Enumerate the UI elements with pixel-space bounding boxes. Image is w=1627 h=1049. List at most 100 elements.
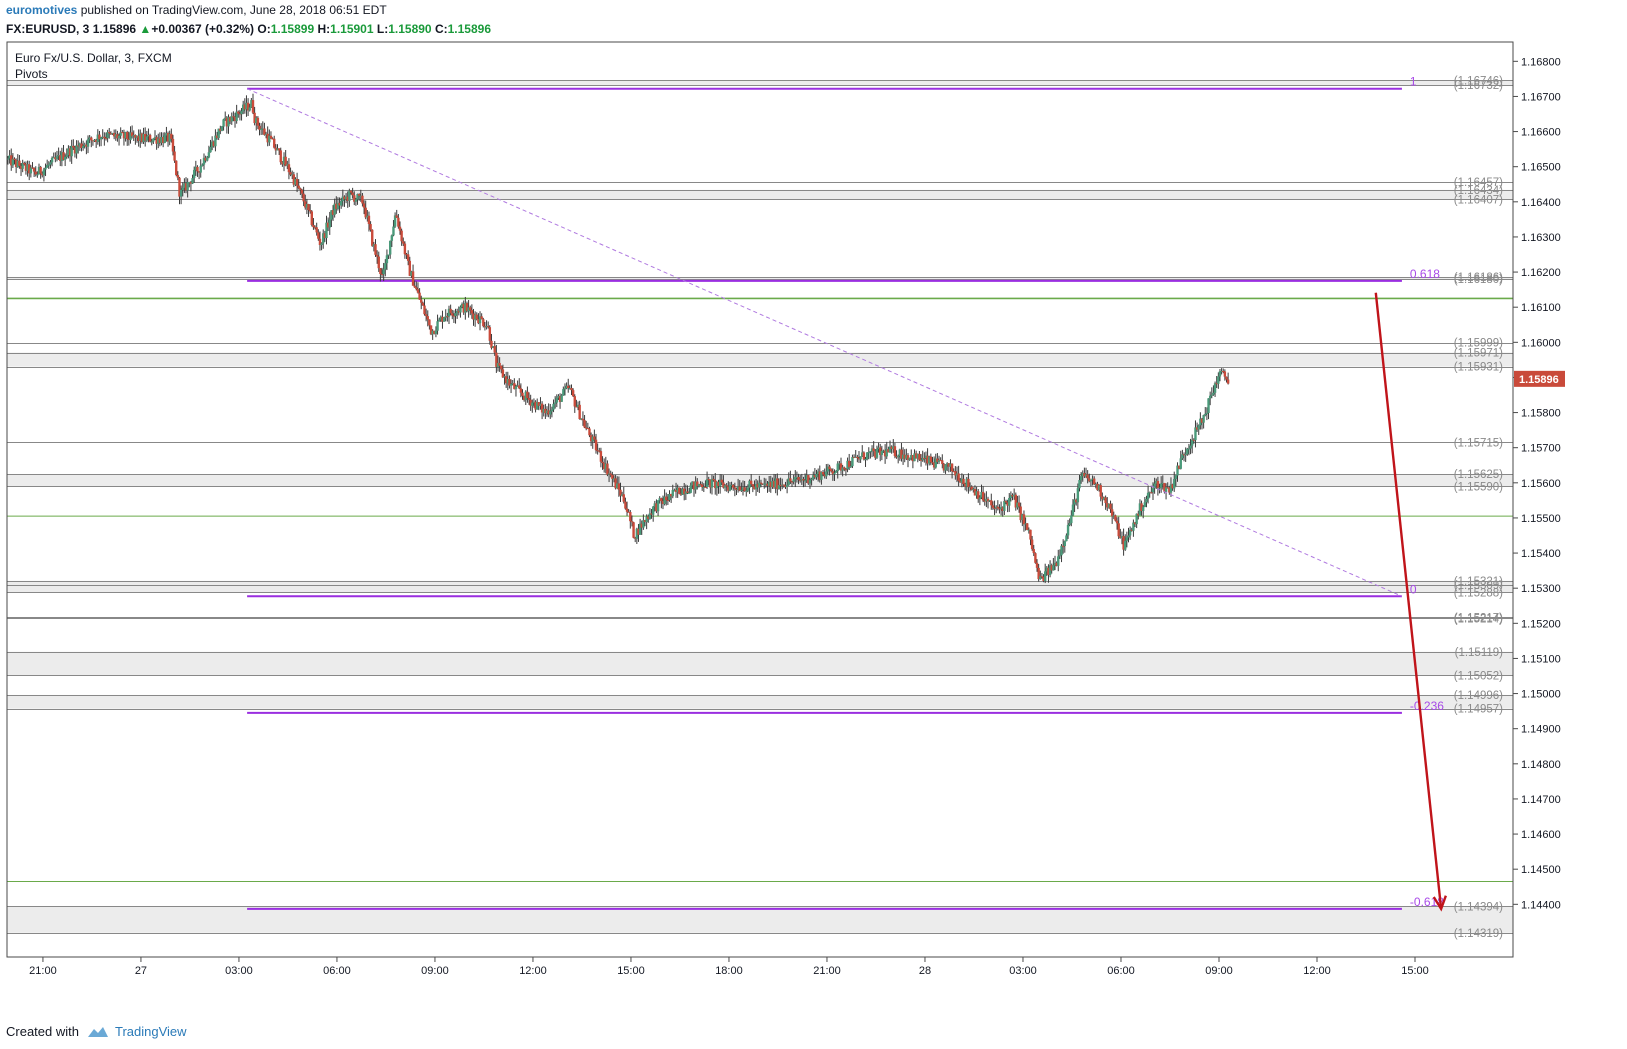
candle-body bbox=[44, 167, 47, 170]
candle-body bbox=[751, 484, 755, 487]
symbol-bar: FX:EURUSD, 3 1.15896 ▲+0.00367 (+0.32%) … bbox=[6, 22, 491, 36]
candle-body bbox=[1110, 509, 1114, 517]
price-axis[interactable]: 1.16800 1.16700 1.16600 1.16500 1.16400 1.163… bbox=[1512, 42, 1561, 957]
candle-body bbox=[269, 135, 273, 139]
candle-body bbox=[1153, 483, 1156, 489]
candle-body bbox=[1060, 545, 1063, 556]
candle-body bbox=[119, 132, 122, 136]
candle-body bbox=[932, 462, 936, 468]
candle-body bbox=[34, 171, 37, 175]
candle-body bbox=[821, 471, 825, 475]
candle-body bbox=[851, 457, 854, 467]
candle-body bbox=[1132, 522, 1135, 531]
candle-body bbox=[991, 505, 995, 508]
candle-body bbox=[52, 157, 55, 159]
candles bbox=[6, 93, 1230, 584]
candle-body bbox=[1076, 488, 1080, 503]
candle-body bbox=[418, 292, 421, 300]
candle-body bbox=[573, 396, 576, 407]
candle-body bbox=[16, 160, 19, 168]
candle-body bbox=[487, 326, 490, 328]
candle-body bbox=[1009, 495, 1013, 498]
candle-body bbox=[575, 406, 578, 408]
fib-level-label: 0.618 bbox=[1410, 267, 1440, 281]
candle-body bbox=[911, 455, 915, 462]
candle-body bbox=[495, 352, 498, 367]
candle-body bbox=[647, 516, 650, 519]
pivot-band bbox=[7, 189, 1513, 200]
candle-body bbox=[772, 480, 776, 488]
candle-body bbox=[776, 478, 779, 490]
candle-body bbox=[224, 117, 227, 120]
candle-body bbox=[1063, 541, 1066, 547]
candle-body bbox=[1205, 412, 1209, 414]
candle-body bbox=[431, 330, 434, 335]
y-tick-label: 1.14500 bbox=[1521, 864, 1561, 876]
trendline-group[interactable] bbox=[246, 88, 1403, 597]
candle-body bbox=[286, 164, 289, 166]
candle-body bbox=[170, 133, 173, 139]
candle-body bbox=[1117, 523, 1120, 537]
candle-body bbox=[511, 383, 514, 385]
candle-body bbox=[19, 165, 23, 169]
candle-body bbox=[284, 156, 287, 166]
candle-body bbox=[990, 500, 993, 506]
candle-body bbox=[1061, 545, 1065, 547]
candle-body bbox=[1177, 465, 1181, 469]
candle-body bbox=[178, 177, 181, 197]
candle-body bbox=[849, 466, 853, 468]
candle-body bbox=[1217, 376, 1220, 384]
candle-body bbox=[210, 141, 214, 148]
candle-body bbox=[442, 317, 446, 322]
candle-body bbox=[315, 227, 318, 233]
tradingview-logo-icon[interactable] bbox=[87, 1025, 109, 1039]
pivot-band bbox=[7, 651, 1513, 676]
time-axis[interactable]: 21:00 27 03:00 06:00 09:00 12:00 15:00 18:00 21:… bbox=[29, 957, 1429, 977]
candle-body bbox=[870, 448, 874, 452]
candle-body bbox=[457, 310, 460, 313]
candle-body bbox=[865, 452, 869, 460]
candle-body bbox=[1112, 515, 1115, 517]
candle-body bbox=[147, 134, 150, 137]
publisher-username[interactable]: euromotives bbox=[6, 3, 78, 17]
candle-body bbox=[833, 472, 836, 475]
candle-body bbox=[560, 395, 563, 402]
candle-body bbox=[683, 488, 686, 494]
candle-body bbox=[480, 316, 483, 320]
candle-body bbox=[519, 388, 523, 393]
x-tick-label: 28 bbox=[919, 965, 931, 977]
candle-body bbox=[1204, 413, 1207, 416]
candle-body bbox=[630, 521, 634, 523]
candle-body bbox=[1189, 445, 1192, 449]
candle-body bbox=[150, 141, 153, 143]
candle-body bbox=[1182, 454, 1186, 456]
candle-body bbox=[325, 222, 328, 239]
candle-body bbox=[1146, 492, 1150, 499]
candle-body bbox=[704, 486, 707, 488]
candle-body bbox=[787, 478, 790, 485]
y-tick-label: 1.15000 bbox=[1521, 689, 1561, 701]
candle-body bbox=[1171, 484, 1174, 489]
candle-body bbox=[754, 484, 758, 490]
up-arrow-icon: ▲ bbox=[139, 22, 152, 36]
candle-body bbox=[204, 157, 207, 161]
candle-body bbox=[18, 160, 21, 166]
candle-body bbox=[263, 128, 266, 135]
candle-body bbox=[1066, 524, 1070, 536]
candle-body bbox=[250, 100, 253, 108]
candle-body bbox=[351, 192, 354, 196]
fibonacci-levels[interactable]: 10.6180-0.236-0.618 bbox=[247, 75, 1444, 910]
candle-body bbox=[188, 182, 191, 184]
candle-body bbox=[1143, 502, 1147, 508]
candle-body bbox=[132, 135, 135, 137]
forecast-arrow-group[interactable] bbox=[1374, 292, 1447, 912]
candle-body bbox=[534, 401, 537, 410]
candle-body bbox=[207, 152, 211, 158]
candle-body bbox=[536, 402, 539, 410]
candle-body bbox=[1008, 497, 1011, 506]
tradingview-link[interactable]: TradingView bbox=[114, 1024, 187, 1039]
candle-body bbox=[42, 169, 46, 176]
candle-body bbox=[581, 418, 585, 421]
open-value: 1.15899 bbox=[270, 22, 315, 36]
